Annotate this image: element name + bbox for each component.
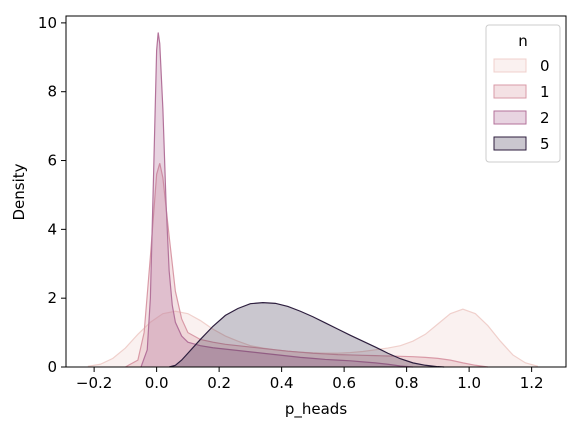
legend-swatch-n2 <box>493 110 527 125</box>
x-axis: −0.2 0.0 0.2 0.4 0.6 0.8 1.0 1.2 <box>76 367 544 392</box>
density-line-n2 <box>140 32 413 368</box>
legend-swatch-n0 <box>493 58 527 73</box>
legend-swatch-n1 <box>493 84 527 99</box>
density-area-n2 <box>141 32 413 368</box>
density-line-n1 <box>125 163 488 368</box>
density-area-n0 <box>87 309 538 367</box>
x-tick-label: −0.2 <box>76 374 112 392</box>
density-area-n5 <box>169 302 445 367</box>
y-tick-label: 8 <box>47 83 57 101</box>
y-axis-label: Density <box>10 163 28 220</box>
legend-label-n2: 2 <box>540 109 550 127</box>
x-tick-label: 1.2 <box>520 374 544 392</box>
legend-title: n <box>518 32 528 50</box>
legend-label-n1: 1 <box>540 83 550 101</box>
y-tick-label: 0 <box>47 358 57 376</box>
y-tick-label: 6 <box>47 152 57 170</box>
axes-frame <box>65 15 567 368</box>
x-tick-label: 0.2 <box>207 374 231 392</box>
x-tick-label: 0.0 <box>145 374 169 392</box>
y-axis: 0 2 4 6 8 10 <box>38 14 66 376</box>
y-tick-label: 10 <box>38 14 57 32</box>
x-axis-label: p_heads <box>285 400 347 419</box>
legend-label-n0: 0 <box>540 57 550 75</box>
y-tick-label: 4 <box>47 220 57 238</box>
x-tick-label: 0.4 <box>270 374 294 392</box>
x-tick-label: 1.0 <box>457 374 481 392</box>
legend-swatch-n5 <box>493 136 527 151</box>
x-tick-label: 0.6 <box>332 374 356 392</box>
plot-area <box>87 32 539 368</box>
legend-label-n5: 5 <box>540 135 550 153</box>
density-area-n1 <box>125 163 488 367</box>
y-tick-label: 2 <box>47 289 57 307</box>
x-tick-label: 0.8 <box>395 374 419 392</box>
legend: n 0 1 2 5 <box>485 24 561 163</box>
density-line-n5 <box>168 302 445 368</box>
